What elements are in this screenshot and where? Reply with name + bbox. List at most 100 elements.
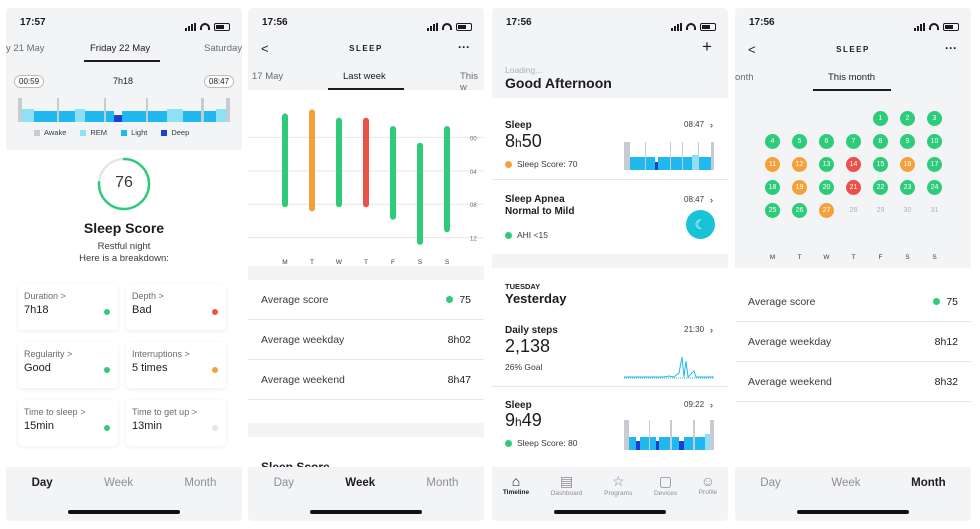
status-dot <box>212 425 218 431</box>
tab-week[interactable]: Week <box>831 477 861 489</box>
calendar-day[interactable]: 7 <box>846 134 861 149</box>
date-prev[interactable]: y 21 May <box>6 43 45 54</box>
tab-dashboard[interactable]: ▤ Dashboard <box>550 473 583 497</box>
status-icons <box>671 17 716 36</box>
tab-devices[interactable]: ▢ Devices <box>653 473 678 497</box>
date-underline <box>813 89 891 91</box>
metric-card[interactable]: Time to sleep > 15min <box>18 400 118 446</box>
calendar-day[interactable]: 26 <box>792 203 807 218</box>
status-dot <box>212 367 218 373</box>
metric-card[interactable]: Duration > 7h18 <box>18 284 118 330</box>
calendar-day[interactable]: 8 <box>873 134 888 149</box>
day-title: Yesterday <box>505 291 567 306</box>
calendar-day[interactable]: 18 <box>765 180 780 195</box>
calendar-day[interactable]: 9 <box>900 134 915 149</box>
calendar-day[interactable]: 31 <box>930 207 939 214</box>
stat-row[interactable]: Average score 75 <box>248 280 484 320</box>
stat-row[interactable]: Average score 75 <box>735 282 971 322</box>
stat-row[interactable]: Average weekday 8h12 <box>735 322 971 362</box>
tab-week[interactable]: Week <box>103 477 134 489</box>
date-current[interactable]: Friday 22 May <box>90 43 151 54</box>
status-icons <box>914 17 959 36</box>
date-prev[interactable]: 17 May <box>252 71 284 82</box>
calendar-day[interactable]: 23 <box>900 180 915 195</box>
calendar-day[interactable]: 20 <box>819 180 834 195</box>
calendar-day[interactable]: 5 <box>792 134 807 149</box>
sleep-hours: 8 <box>505 131 516 151</box>
tab-day[interactable]: Day <box>273 477 295 489</box>
metric-card[interactable]: Regularity > Good <box>18 342 118 388</box>
calendar-day[interactable]: 17 <box>927 157 942 172</box>
date-next[interactable]: This w <box>460 71 478 93</box>
sleep-card[interactable]: Sleep 08:47 › 8h50 Sleep Score: 70 <box>492 104 728 180</box>
daily-steps-card[interactable]: Daily steps 21:30 › 2,138 26% Goal <box>492 313 728 387</box>
calendar-day[interactable]: 24 <box>927 180 942 195</box>
home-indicator <box>554 510 666 514</box>
more-icon[interactable]: ··· <box>945 41 957 55</box>
hypnogram-segment <box>74 108 85 122</box>
calendar-day[interactable]: 29 <box>876 207 885 214</box>
calendar-day[interactable]: 11 <box>765 157 780 172</box>
timeline-screen: 17:56 + Loading... Good Afternoon Sleep … <box>492 8 728 521</box>
wifi-icon <box>200 23 210 30</box>
metric-value: 13min <box>132 420 162 432</box>
calendar-day[interactable]: 22 <box>873 180 888 195</box>
legend-light: Light <box>121 128 147 137</box>
stat-row[interactable]: Average weekend 8h32 <box>735 362 971 402</box>
add-icon[interactable]: + <box>702 37 712 56</box>
status-icons <box>427 17 472 36</box>
calendar-day[interactable]: 12 <box>792 157 807 172</box>
hypnogram-segment <box>669 142 672 170</box>
hypnogram-segment <box>711 142 714 170</box>
calendar-day[interactable]: 15 <box>873 157 888 172</box>
more-icon[interactable]: ··· <box>458 40 470 54</box>
date-next[interactable]: Saturday <box>204 43 242 54</box>
calendar-day[interactable]: 28 <box>849 207 858 214</box>
tab-day[interactable]: Day <box>31 477 53 489</box>
calendar-day[interactable]: 16 <box>900 157 915 172</box>
tab-day[interactable]: Day <box>760 477 781 489</box>
status-dot <box>104 425 110 431</box>
metric-card[interactable]: Time to get up > 13min <box>126 400 226 446</box>
calendar-day[interactable]: 21 <box>846 180 861 195</box>
calendar-day[interactable]: 27 <box>819 203 834 218</box>
metric-card[interactable]: Interruptions > 5 times <box>126 342 226 388</box>
hypnogram-segment <box>657 157 670 170</box>
calendar-day[interactable]: 6 <box>819 134 834 149</box>
date-current[interactable]: This month <box>828 72 875 83</box>
stat-row[interactable]: Average weekend 8h47 <box>248 360 484 400</box>
moon-icon[interactable]: ☾ <box>686 210 715 239</box>
back-icon[interactable]: < <box>261 41 269 56</box>
date-prev[interactable]: onth <box>735 72 754 83</box>
metric-card[interactable]: Depth > Bad <box>126 284 226 330</box>
mini-hypnogram <box>624 420 714 450</box>
calendar-day[interactable]: 13 <box>819 157 834 172</box>
sleep-score-badge: Sleep Score: 70 <box>505 159 577 169</box>
calendar-day[interactable]: 3 <box>927 111 942 126</box>
legend-awake: Awake <box>34 128 66 137</box>
calendar-day[interactable]: 10 <box>927 134 942 149</box>
back-icon[interactable]: < <box>748 42 756 57</box>
tab-programs[interactable]: ☆ Programs <box>604 473 633 497</box>
tab-profile[interactable]: ☺ Profile <box>698 473 718 496</box>
tab-month[interactable]: Month <box>184 477 217 489</box>
calendar-day[interactable]: 25 <box>765 203 780 218</box>
calendar-day[interactable]: 14 <box>846 157 861 172</box>
date-current[interactable]: Last week <box>343 71 386 82</box>
calendar-day[interactable]: 2 <box>900 111 915 126</box>
greeting: Good Afternoon <box>505 75 612 91</box>
tab-timeline[interactable]: ⌂ Timeline <box>502 473 530 496</box>
sleep-card-2[interactable]: Sleep 09:22 › 9h49 Sleep Score: 80 <box>492 388 728 460</box>
calendar-day[interactable]: 4 <box>765 134 780 149</box>
tab-month[interactable]: Month <box>911 477 946 489</box>
hypnogram-segment <box>624 142 630 170</box>
calendar-day[interactable]: 1 <box>873 111 888 126</box>
tab-month[interactable]: Month <box>426 477 459 489</box>
tab-week[interactable]: Week <box>345 477 376 489</box>
sleep-apnea-card[interactable]: Sleep Apnea Normal to Mild 08:47 › AHI <… <box>492 180 728 254</box>
calendar-day[interactable]: 30 <box>903 207 912 214</box>
hours-unit: h <box>515 136 522 150</box>
calendar-day[interactable]: 19 <box>792 180 807 195</box>
chevron-right-icon: › <box>710 325 713 335</box>
stat-row[interactable]: Average weekday 8h02 <box>248 320 484 360</box>
